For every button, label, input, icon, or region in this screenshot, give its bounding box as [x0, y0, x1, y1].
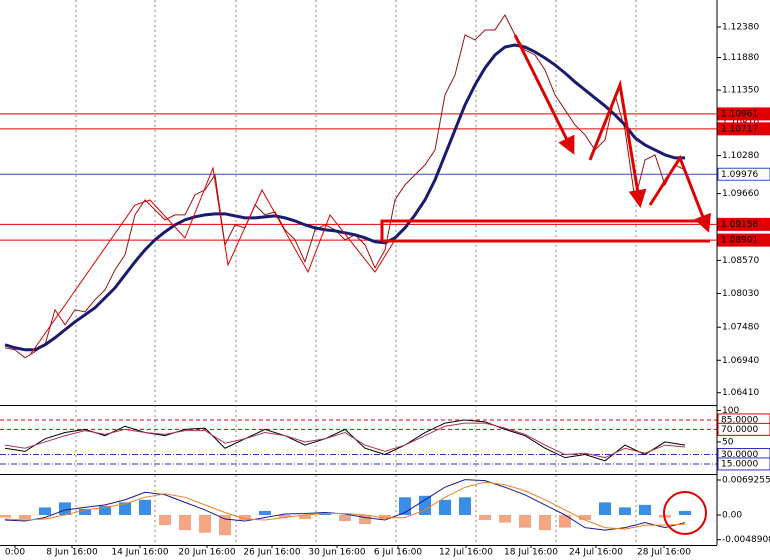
x-tick-label: 8 Jun 16:00	[46, 548, 98, 558]
histogram-bar	[39, 507, 51, 515]
level-label-box	[717, 122, 770, 136]
y-tick-label: 1.07480	[722, 323, 759, 333]
histogram-bar	[0, 514, 11, 518]
level-label: 1.09976	[721, 170, 758, 180]
histogram-bar	[579, 514, 591, 521]
histogram-bar	[179, 514, 191, 531]
histogram-bar	[79, 508, 91, 515]
series-line	[4, 43, 685, 352]
x-tick-label: 12 Jul 16:00	[439, 548, 493, 558]
y-tick-label: 1.12380	[722, 22, 759, 32]
histogram-bar	[19, 514, 31, 520]
histogram-bar	[359, 514, 371, 525]
histogram-bar	[479, 514, 491, 521]
level-label-box	[717, 167, 770, 181]
series-line	[4, 479, 686, 531]
x-tick-label: 14 Jun 16:00	[111, 548, 168, 558]
y-tick-label: 50	[722, 437, 734, 447]
y-tick-label: 1.10280	[722, 151, 759, 161]
level-label: 15.0000	[721, 459, 758, 469]
histogram-bar	[239, 514, 251, 521]
histogram-bar	[199, 514, 211, 533]
histogram-bar	[299, 514, 311, 520]
y-tick-label: 1.06410	[722, 388, 759, 398]
x-tick-label: 28 Jul 16:00	[637, 548, 691, 558]
level-label: 85.0000	[721, 415, 758, 425]
histogram-bar	[639, 504, 651, 515]
histogram-bar	[459, 497, 471, 515]
x-tick-label: 26 Jun 16:00	[243, 548, 300, 558]
histogram-bar	[279, 514, 291, 518]
x-tick-label: 0:00	[5, 548, 25, 558]
series-line	[4, 14, 686, 359]
histogram-bar	[159, 514, 171, 526]
level-label: 1.09158	[721, 220, 758, 230]
histogram-bar	[679, 510, 691, 515]
y-tick-label: 1.11350	[722, 86, 759, 96]
level-label-box	[717, 233, 770, 247]
y-tick-label: 100	[722, 406, 739, 416]
level-label: 1.10961	[721, 109, 758, 119]
histogram-bar	[339, 514, 351, 522]
y-tick-label: 1.08030	[722, 289, 759, 299]
x-tick-label: 24 Jul 16:00	[569, 548, 623, 558]
y-tick-label: 1.11880	[722, 53, 759, 63]
histogram-bar	[599, 502, 611, 515]
histogram-bar	[59, 502, 71, 515]
histogram-bar	[219, 514, 231, 536]
y-tick-label: 0.00	[722, 510, 742, 520]
y-tick-label: 1.06940	[722, 356, 759, 366]
histogram-bar	[519, 514, 531, 528]
level-label-box	[717, 422, 770, 436]
histogram-bar	[539, 514, 551, 531]
level-label: 30.0000	[721, 450, 758, 460]
level-label: 70.0000	[721, 425, 758, 435]
histogram-bar	[99, 505, 111, 515]
level-label-box	[717, 107, 770, 121]
histogram-bar	[139, 499, 151, 515]
histogram-bar	[259, 510, 271, 515]
level-label-box	[717, 457, 770, 471]
y-tick-label: -0.0048908	[722, 535, 770, 545]
histogram-bar	[419, 495, 431, 515]
series-line	[4, 481, 686, 530]
x-tick-label: 6 Jul 16:00	[374, 548, 423, 558]
y-tick-label: 0.0069255	[722, 476, 770, 486]
y-tick-label: 1.08570	[722, 256, 759, 266]
level-label-box	[717, 217, 770, 231]
histogram-bar	[119, 502, 131, 515]
series-line	[4, 419, 686, 462]
level-label: 1.08901	[721, 236, 758, 246]
level-label: 1.10717	[721, 124, 758, 134]
histogram-bar	[379, 514, 391, 520]
series-line	[4, 422, 686, 459]
histogram-bar	[439, 499, 451, 515]
x-tick-label: 30 Jun 16:00	[308, 548, 365, 558]
x-tick-label: 20 Jun 16:00	[178, 548, 235, 558]
y-tick-label: 1.09660	[722, 189, 759, 199]
histogram-bar	[619, 507, 631, 515]
x-tick-label: 18 Jul 16:00	[504, 548, 558, 558]
annotations	[29, 34, 711, 535]
histogram-bar	[559, 514, 571, 528]
histogram-bar	[499, 514, 511, 523]
